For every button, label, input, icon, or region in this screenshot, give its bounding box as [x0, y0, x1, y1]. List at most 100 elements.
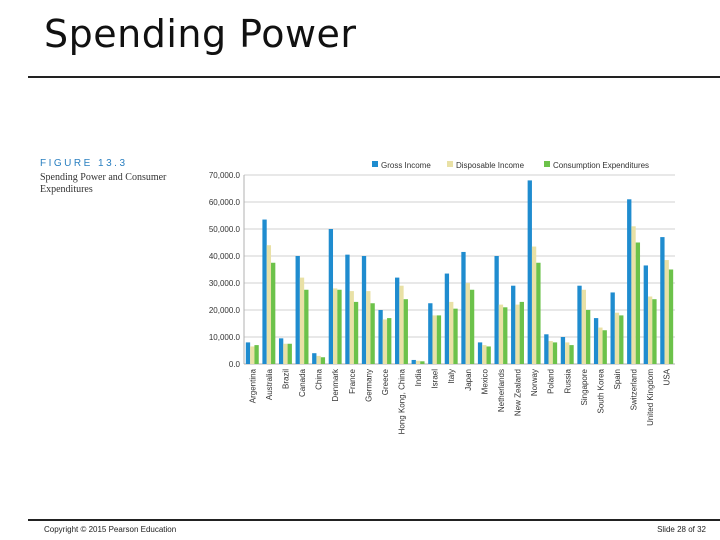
y-tick-label-4: 40,000.0 [209, 252, 241, 261]
x-category-label-20: Singapore [580, 368, 589, 405]
bar-hong-kong-china-gross-income [395, 277, 400, 364]
bar-israel-consumption-expenditures [436, 315, 442, 364]
bar-hong-kong-china-disposable-income [399, 285, 404, 364]
bar-singapore-disposable-income [581, 289, 586, 364]
bar-hong-kong-china-consumption-expenditures [403, 299, 408, 364]
legend-label-1: Disposable Income [456, 161, 525, 170]
y-tick-label-3: 30,000.0 [209, 279, 241, 288]
bar-canada-consumption-expenditures [304, 289, 309, 364]
bar-italy-gross-income [444, 273, 450, 364]
bar-poland-gross-income [544, 334, 549, 364]
legend-label-0: Gross Income [381, 161, 431, 170]
bar-china-disposable-income [316, 355, 321, 364]
bar-mexico-consumption-expenditures [486, 346, 491, 364]
bar-denmark-gross-income [328, 229, 334, 364]
bar-india-consumption-expenditures [420, 361, 425, 364]
bar-brazil-gross-income [278, 338, 284, 364]
bar-israel-gross-income [428, 303, 433, 364]
figure-caption: Spending Power and Consumer Expenditures [40, 172, 167, 195]
bar-netherlands-consumption-expenditures [503, 307, 508, 364]
bar-united-kingdom-consumption-expenditures [652, 299, 657, 364]
bar-mexico-disposable-income [482, 345, 487, 364]
bar-russia-gross-income [560, 337, 566, 364]
figure-label: FIGURE 13.3 [40, 158, 128, 169]
x-category-label-1: Australia [265, 368, 274, 400]
x-category-label-21: South Korea [596, 368, 605, 413]
x-category-label-6: France [348, 368, 357, 393]
bar-france-gross-income [345, 254, 350, 364]
bar-australia-disposable-income [266, 245, 272, 364]
bar-japan-consumption-expenditures [469, 289, 475, 364]
x-category-label-4: China [315, 368, 324, 389]
bar-mexico-gross-income [477, 342, 483, 364]
x-category-label-7: Germany [364, 369, 373, 402]
bar-netherlands-disposable-income [498, 304, 504, 364]
bar-japan-gross-income [461, 251, 466, 364]
bar-poland-consumption-expenditures [552, 342, 558, 364]
bar-usa-disposable-income [664, 260, 669, 364]
bar-norway-gross-income [527, 180, 532, 364]
x-category-label-23: Switzerland [630, 369, 639, 410]
y-tick-label-6: 60,000.0 [209, 198, 241, 207]
bar-germany-consumption-expenditures [370, 303, 375, 364]
slide-number: Slide 28 of 32 [657, 525, 706, 534]
x-category-label-22: Spain [613, 369, 622, 389]
bar-poland-disposable-income [548, 341, 553, 364]
bar-brazil-consumption-expenditures [287, 343, 292, 364]
x-category-label-16: New Zealand [514, 369, 523, 416]
y-tick-label-2: 20,000.0 [209, 306, 241, 315]
bar-italy-disposable-income [449, 301, 454, 364]
bar-india-disposable-income [415, 360, 421, 364]
bar-usa-consumption-expenditures [668, 269, 674, 364]
bar-spain-disposable-income [614, 312, 620, 364]
x-category-label-14: Mexico [480, 368, 489, 394]
y-tick-label-5: 50,000.0 [209, 225, 241, 234]
bar-australia-consumption-expenditures [271, 262, 276, 364]
bar-israel-disposable-income [432, 315, 437, 364]
bar-denmark-disposable-income [333, 288, 338, 364]
bar-switzerland-disposable-income [631, 226, 636, 364]
x-category-label-18: Poland [547, 369, 556, 394]
bar-france-disposable-income [349, 291, 354, 364]
bar-russia-consumption-expenditures [569, 345, 574, 364]
bar-switzerland-consumption-expenditures [635, 242, 641, 364]
bar-germany-disposable-income [366, 291, 371, 364]
bar-south-korea-gross-income [593, 318, 599, 364]
bar-canada-gross-income [295, 256, 300, 364]
footer-divider [28, 519, 720, 521]
bar-norway-disposable-income [531, 246, 537, 364]
x-category-label-13: Japan [464, 369, 473, 391]
bar-japan-disposable-income [465, 283, 470, 364]
x-category-label-15: Netherlands [497, 369, 506, 412]
slide-title: Spending Power [44, 12, 357, 56]
x-category-label-2: Brazil [281, 369, 290, 389]
bar-spain-gross-income [610, 292, 615, 364]
legend-swatch-0 [372, 161, 378, 167]
y-tick-label-7: 70,000.0 [209, 171, 241, 180]
x-category-label-17: Norway [530, 369, 539, 396]
x-category-label-12: Italy [447, 369, 456, 384]
bar-new-zealand-gross-income [511, 285, 516, 364]
bar-singapore-gross-income [577, 285, 582, 364]
bar-new-zealand-disposable-income [515, 304, 520, 364]
x-category-label-3: Canada [298, 368, 307, 397]
bar-new-zealand-consumption-expenditures [519, 301, 524, 364]
bar-india-gross-income [411, 359, 416, 364]
bar-spain-consumption-expenditures [619, 315, 624, 364]
bar-russia-disposable-income [565, 342, 570, 364]
legend-label-2: Consumption Expenditures [553, 161, 649, 170]
bar-norway-consumption-expenditures [536, 262, 541, 364]
bar-united-kingdom-disposable-income [647, 296, 653, 364]
bar-australia-gross-income [262, 219, 267, 364]
x-category-label-8: Greece [381, 368, 390, 395]
y-tick-label-1: 10,000.0 [209, 333, 241, 342]
legend-swatch-1 [447, 161, 453, 167]
bar-south-korea-consumption-expenditures [602, 330, 607, 364]
x-category-label-25: USA [663, 368, 672, 385]
bar-argentina-gross-income [245, 342, 251, 364]
bar-argentina-consumption-expenditures [254, 345, 259, 364]
x-category-label-5: Denmark [331, 368, 340, 401]
x-category-label-19: Russia [563, 368, 572, 393]
bar-argentina-disposable-income [250, 346, 255, 364]
